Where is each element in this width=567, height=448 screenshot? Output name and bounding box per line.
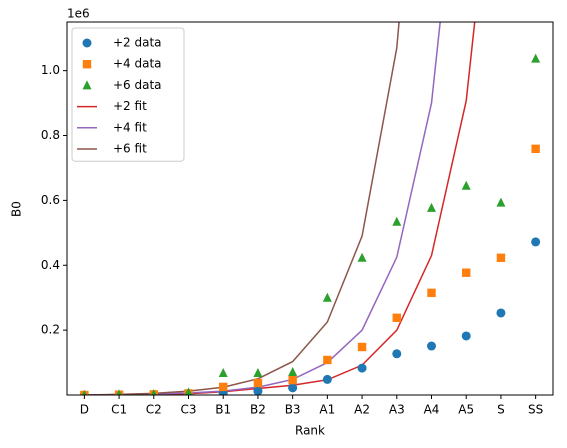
data-point <box>81 390 87 395</box>
x-tick-label: C1 <box>111 403 127 417</box>
legend-label: +4 fit <box>113 120 147 134</box>
x-tick-label: S <box>497 403 505 417</box>
x-tick-label: B3 <box>285 403 301 417</box>
data-point <box>427 288 436 298</box>
data-point <box>462 268 471 277</box>
plot-area <box>79 22 541 395</box>
data-point <box>322 374 332 384</box>
legend-label: +2 data <box>113 36 162 50</box>
legend-label: +6 fit <box>113 142 147 156</box>
data-point <box>531 144 540 154</box>
legend: +2 data +4 data +6 data +2 fit +4 fit +6 fit <box>71 27 185 162</box>
data-point <box>150 389 157 395</box>
data-point <box>253 386 263 395</box>
x-tick-label: C3 <box>180 403 196 417</box>
data-point <box>218 367 228 377</box>
x-tick-label: A4 <box>424 403 440 417</box>
y-tick-label: 0.2 <box>41 323 60 337</box>
y-axis-label: B0 <box>10 201 24 217</box>
x-tick-label: C2 <box>146 403 162 417</box>
data-point <box>496 197 506 207</box>
data-point <box>288 375 297 385</box>
data-point <box>496 308 506 318</box>
x-tick-label: D <box>80 403 89 417</box>
fit-line <box>84 22 400 395</box>
data-point <box>82 38 92 48</box>
x-tick-label: B2 <box>250 403 266 417</box>
data-point <box>323 355 332 365</box>
data-point <box>253 378 263 388</box>
data-point <box>392 216 402 226</box>
data-point <box>116 389 122 395</box>
data-point <box>357 252 367 262</box>
offset-text: 1e6 <box>67 7 90 21</box>
x-axis-label: Rank <box>295 424 325 438</box>
legend-label: +4 data <box>113 57 162 71</box>
y-tick-label: 0.4 <box>41 258 60 272</box>
x-tick-label: A5 <box>458 403 474 417</box>
data-point <box>288 383 298 393</box>
data-point <box>427 341 436 351</box>
data-point <box>392 313 401 323</box>
data-point <box>288 366 298 376</box>
data-point <box>461 331 471 341</box>
data-point <box>82 80 92 90</box>
data-point <box>357 363 367 373</box>
x-tick-label: A2 <box>354 403 370 417</box>
y-tick-label: 0.6 <box>41 193 60 207</box>
data-point <box>219 382 228 392</box>
y-tick-label: 1.0 <box>41 63 60 77</box>
fit-line <box>84 22 441 395</box>
data-point <box>253 367 263 377</box>
data-point <box>392 349 402 359</box>
data-point <box>184 387 193 395</box>
data-point <box>427 202 436 212</box>
data-point <box>531 53 541 63</box>
data-point <box>322 292 332 302</box>
x-tick-label: A1 <box>319 403 335 417</box>
data-point <box>82 60 92 69</box>
data-point <box>357 342 367 352</box>
x-tick-label: B1 <box>215 403 231 417</box>
legend-label: +2 fit <box>113 99 147 113</box>
x-tick-label: SS <box>528 403 543 417</box>
legend-box <box>71 27 185 162</box>
axes-frame <box>66 21 554 396</box>
data-point <box>496 253 506 263</box>
data-point <box>531 237 541 247</box>
x-tick-label: A3 <box>389 403 405 417</box>
data-point <box>461 180 471 190</box>
legend-label: +6 data <box>113 78 162 92</box>
y-tick-label: 0.8 <box>41 128 60 142</box>
